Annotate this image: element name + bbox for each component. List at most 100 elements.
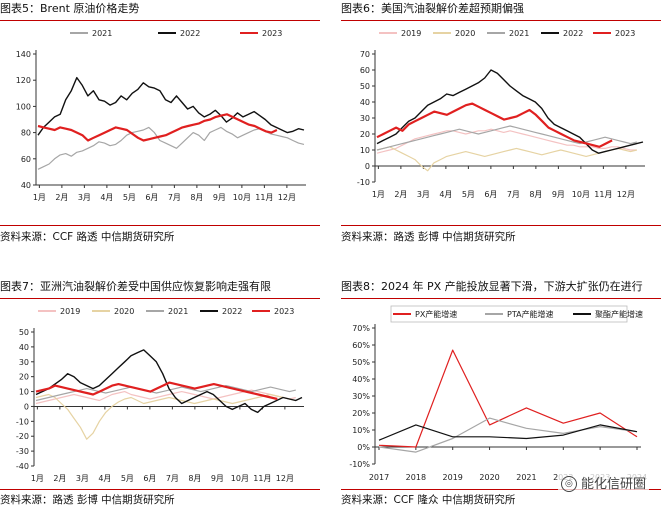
series-line-2020 [376, 146, 637, 172]
y-tick-label: 40 [360, 98, 370, 107]
x-tick-label: 2018 [406, 473, 426, 482]
legend-label: 2019 [401, 29, 421, 38]
chart-px-capacity-growth: -10% 0% 10% 20% 30% 40% 50% 60% 70% 2017 2018 2019 2… [349, 305, 647, 482]
panel-title: 图表5：Brent 原油价格走势 [0, 2, 140, 15]
x-tick-label: 9月 [552, 190, 565, 199]
chart-brent-price: 40 60 80 100 120 140 1月 2月 3月 4月 5月 6月 7月 8月 9月 10月 11月 1… [16, 29, 306, 202]
panel-px-capacity: 图表8：2024 年 PX 产能投放显著下滑，下游大扩张仍在进行 -10% 0% 1… [341, 278, 661, 510]
chart-us-gasoline-crack: -10 0 10 20 30 40 50 60 70 1月 2月 3月 4月 5月 6月 7月 8月 9月 10月 1… [357, 29, 645, 199]
x-tick-label: 11月 [253, 474, 271, 483]
x-tick-label: 5月 [123, 193, 136, 202]
x-tick-label: 7月 [168, 193, 181, 202]
y-tick-label: 30% [352, 392, 370, 401]
y-tick-label: 40 [19, 343, 29, 352]
x-tick-label: 8月 [529, 190, 542, 199]
legend-label: 2019 [60, 307, 80, 316]
series-line-2022 [37, 76, 305, 136]
x-tick-label: 4月 [98, 474, 111, 483]
x-tick-label: 9月 [213, 193, 226, 202]
y-tick-label: -30 [16, 447, 29, 456]
panel-us-gasoline-crack: 图表6：美国汽油裂解价差超预期偏强 -10 0 10 20 30 40 50 60 70 1月 2月… [341, 0, 661, 250]
legend-box [390, 305, 628, 323]
legend-label: 2022 [180, 29, 200, 38]
source-note: 资料来源：路透 彭博 中信期货研究所 [341, 231, 516, 243]
y-tick-label: -10 [357, 178, 370, 187]
legend-label: 2023 [615, 29, 635, 38]
y-tick-label: 70 [360, 50, 370, 59]
x-tick-label: 4月 [100, 193, 113, 202]
legend-label: 2021 [92, 29, 112, 38]
y-tick-label: 60 [21, 155, 31, 164]
panel-brent-oil: 图表5：Brent 原油价格走势 40 60 80 100 120 140 1月 2月 3月 4月… [0, 0, 320, 250]
panel-title: 图表7：亚洲汽油裂解价差受中国供应恢复影响走强有限 [0, 280, 271, 293]
series-line-PX产能增速 [378, 349, 638, 448]
x-tick-label: 6月 [484, 190, 497, 199]
y-tick-label: 0 [24, 402, 29, 411]
y-tick-label: 120 [16, 76, 31, 85]
x-tick-label: 12月 [617, 190, 635, 199]
x-tick-label: 3月 [76, 474, 89, 483]
y-tick-label: 50 [360, 82, 370, 91]
legend-label: PTA产能增速 [507, 309, 554, 319]
panel-title: 图表6：美国汽油裂解价差超预期偏强 [341, 2, 524, 15]
y-tick-label: -10 [16, 417, 29, 426]
legend-label: 2023 [274, 307, 294, 316]
y-tick-label: 50% [352, 358, 370, 367]
series-line-2019 [376, 128, 637, 154]
title-rule [0, 20, 320, 21]
y-tick-label: 10 [360, 146, 370, 155]
series-line-2021 [376, 125, 637, 151]
x-tick-label: 5月 [462, 190, 475, 199]
x-tick-label: 10月 [572, 190, 590, 199]
y-tick-label: 80 [21, 129, 31, 138]
y-tick-label: 30 [360, 114, 370, 123]
title-rule [341, 20, 661, 21]
y-tick-label: 40% [352, 375, 370, 384]
series-line-2022 [35, 349, 303, 414]
legend-label: 2020 [114, 307, 134, 316]
x-tick-label: 3月 [417, 190, 430, 199]
y-tick-label: 20 [19, 373, 29, 382]
title-rule [0, 298, 320, 299]
x-tick-label: 1月 [31, 474, 44, 483]
legend-label: 2023 [262, 29, 282, 38]
x-tick-label: 2020 [479, 473, 499, 482]
series-line-2023 [37, 113, 278, 142]
wechat-icon: ◎ [560, 476, 577, 492]
source-note: 资料来源：CCF 隆众 中信期货研究所 [341, 494, 516, 506]
x-tick-label: 8月 [188, 474, 201, 483]
y-tick-label: 0 [365, 162, 370, 171]
x-tick-label: 11月 [594, 190, 612, 199]
x-tick-label: 1月 [372, 190, 385, 199]
x-tick-label: 12月 [278, 193, 296, 202]
x-tick-label: 2021 [516, 473, 536, 482]
series-line-2023 [35, 381, 278, 401]
y-tick-label: 140 [16, 50, 31, 59]
series-line-2023 [376, 102, 613, 148]
legend-label: 2021 [168, 307, 188, 316]
chart-asia-gasoline-crack: -40 -30 -20 -10 0 10 20 30 40 50 1月 2月 3月 4月 5月 6月 7月 8月 9… [16, 307, 304, 483]
x-tick-label: 3月 [78, 193, 91, 202]
x-tick-label: 1月 [33, 193, 46, 202]
watermark: ◎ 能化信研圈 [557, 472, 649, 492]
legend-label: 聚酯产能增速 [595, 309, 643, 319]
legend-label: 2022 [222, 307, 242, 316]
series-line-2022 [376, 69, 644, 154]
series-line-2020 [35, 393, 296, 440]
panel-title: 图表8：2024 年 PX 产能投放显著下滑，下游大扩张仍在进行 [341, 280, 643, 293]
legend-label: 2021 [509, 29, 529, 38]
y-tick-label: 0% [357, 443, 370, 452]
x-tick-label: 2017 [369, 473, 389, 482]
title-rule [341, 298, 661, 299]
y-tick-label: 10 [19, 388, 29, 397]
source-rule [0, 225, 320, 226]
legend-label: PX产能增速 [415, 309, 457, 319]
y-tick-label: 40 [21, 181, 31, 190]
x-tick-label: 2019 [443, 473, 463, 482]
x-tick-label: 8月 [190, 193, 203, 202]
x-tick-label: 12月 [276, 474, 294, 483]
y-tick-label: 20% [352, 409, 370, 418]
y-tick-label: -40 [16, 462, 29, 471]
legend-label: 2020 [455, 29, 475, 38]
x-tick-label: 2月 [394, 190, 407, 199]
